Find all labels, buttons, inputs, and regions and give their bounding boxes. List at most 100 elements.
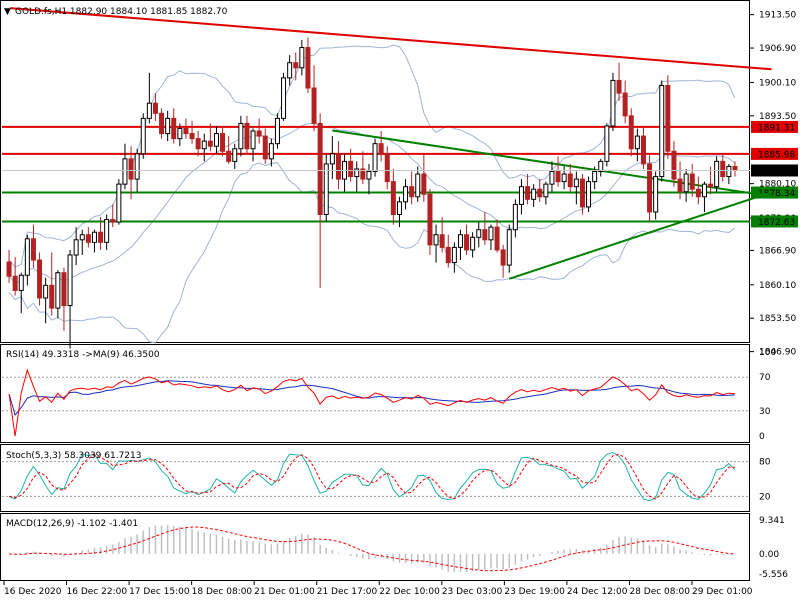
- candle-body[interactable]: [293, 62, 299, 69]
- candle-body[interactable]: [61, 272, 67, 307]
- candle-body[interactable]: [409, 186, 415, 198]
- candle-body[interactable]: [305, 47, 311, 89]
- candle-body[interactable]: [128, 158, 134, 180]
- candle-body[interactable]: [433, 234, 439, 246]
- candle-body[interactable]: [159, 112, 165, 135]
- candle-body[interactable]: [537, 188, 543, 198]
- candle-body[interactable]: [464, 234, 470, 251]
- candle-body[interactable]: [665, 84, 671, 152]
- candle-body[interactable]: [134, 153, 140, 180]
- candle-body[interactable]: [604, 125, 610, 162]
- candle-body[interactable]: [110, 219, 116, 223]
- support-trendline[interactable]: [508, 191, 772, 280]
- candle-body[interactable]: [122, 158, 128, 185]
- candle-body[interactable]: [555, 171, 561, 183]
- candle-body[interactable]: [195, 138, 201, 150]
- candle-body[interactable]: [91, 231, 97, 243]
- candle-body[interactable]: [500, 249, 506, 266]
- candle-body[interactable]: [250, 130, 256, 150]
- candle-body[interactable]: [24, 238, 30, 276]
- candle-body[interactable]: [43, 284, 49, 299]
- candle-body[interactable]: [73, 239, 79, 256]
- candle-body[interactable]: [732, 165, 738, 171]
- candle-body[interactable]: [372, 143, 378, 173]
- candle-body[interactable]: [689, 173, 695, 190]
- candle-body[interactable]: [525, 186, 531, 200]
- candle-body[interactable]: [720, 160, 726, 178]
- candle-body[interactable]: [354, 168, 360, 178]
- candle-body[interactable]: [329, 153, 335, 165]
- candle-body[interactable]: [18, 274, 24, 291]
- candle-body[interactable]: [598, 160, 604, 173]
- candle-body[interactable]: [268, 143, 274, 160]
- candle-body[interactable]: [634, 135, 640, 150]
- candle-body[interactable]: [146, 102, 152, 119]
- candle-body[interactable]: [677, 178, 683, 193]
- candle-body[interactable]: [177, 127, 183, 140]
- candle-body[interactable]: [189, 133, 195, 140]
- collapse-arrow-icon[interactable]: ▼: [4, 7, 11, 17]
- candle-body[interactable]: [445, 246, 451, 264]
- candle-body[interactable]: [378, 143, 384, 155]
- candle-body[interactable]: [653, 176, 659, 213]
- candle-body[interactable]: [183, 127, 189, 135]
- candle-body[interactable]: [708, 183, 714, 188]
- candle-body[interactable]: [427, 193, 433, 246]
- candle-body[interactable]: [323, 163, 329, 216]
- candle-body[interactable]: [579, 178, 585, 208]
- candle-body[interactable]: [403, 186, 409, 203]
- candle-body[interactable]: [567, 173, 573, 188]
- candle-body[interactable]: [360, 168, 366, 180]
- candle-body[interactable]: [470, 236, 476, 251]
- candle-body[interactable]: [6, 261, 12, 277]
- candle-body[interactable]: [116, 183, 122, 223]
- candle-body[interactable]: [549, 171, 555, 185]
- candle-body[interactable]: [683, 173, 689, 193]
- candle-body[interactable]: [317, 122, 323, 216]
- candle-body[interactable]: [49, 284, 55, 309]
- candle-body[interactable]: [384, 153, 390, 183]
- candle-body[interactable]: [213, 133, 219, 147]
- candle-body[interactable]: [647, 163, 653, 213]
- candle-body[interactable]: [299, 47, 305, 69]
- candle-body[interactable]: [421, 173, 427, 195]
- candle-body[interactable]: [30, 238, 36, 261]
- candle-body[interactable]: [12, 275, 18, 291]
- candle-body[interactable]: [67, 254, 73, 307]
- candle-body[interactable]: [390, 181, 396, 216]
- candle-body[interactable]: [207, 140, 213, 147]
- candle-body[interactable]: [171, 117, 177, 140]
- candle-body[interactable]: [281, 77, 287, 119]
- candle-body[interactable]: [37, 259, 43, 299]
- candle-body[interactable]: [226, 150, 232, 162]
- candle-body[interactable]: [152, 102, 158, 114]
- candle-body[interactable]: [726, 165, 732, 178]
- candle-body[interactable]: [256, 130, 262, 137]
- candle-body[interactable]: [592, 171, 598, 183]
- candle-body[interactable]: [494, 226, 500, 251]
- candle-body[interactable]: [79, 234, 85, 241]
- candle-body[interactable]: [476, 229, 482, 238]
- candle-body[interactable]: [140, 117, 146, 155]
- candle-body[interactable]: [238, 122, 244, 150]
- candle-body[interactable]: [671, 150, 677, 180]
- candle-body[interactable]: [610, 79, 616, 127]
- candle-body[interactable]: [506, 229, 512, 266]
- candle-body[interactable]: [714, 160, 720, 188]
- candle-body[interactable]: [201, 140, 207, 150]
- candle-body[interactable]: [104, 219, 110, 243]
- candle-body[interactable]: [561, 173, 567, 183]
- candle-body[interactable]: [622, 92, 628, 117]
- candle-body[interactable]: [586, 181, 592, 208]
- candle-body[interactable]: [348, 160, 354, 178]
- candle-body[interactable]: [262, 135, 268, 160]
- candle-body[interactable]: [512, 203, 518, 231]
- candle-body[interactable]: [287, 62, 293, 79]
- candle-body[interactable]: [274, 117, 280, 145]
- candle-body[interactable]: [415, 173, 421, 198]
- candle-body[interactable]: [488, 226, 494, 241]
- candle-body[interactable]: [695, 188, 701, 198]
- candle-body[interactable]: [482, 229, 488, 241]
- candle-body[interactable]: [85, 234, 91, 243]
